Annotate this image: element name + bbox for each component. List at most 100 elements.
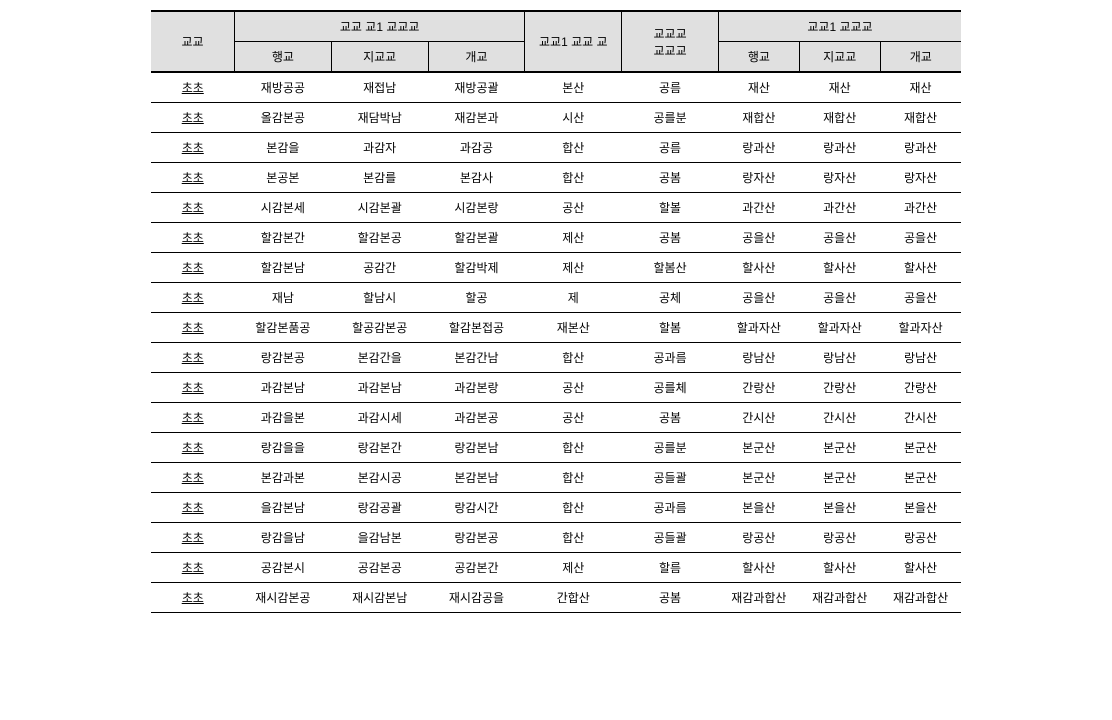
cell: 랑감본남 [428, 433, 525, 463]
row-link[interactable]: 초초 [151, 343, 234, 373]
cell: 랑감본공 [428, 523, 525, 553]
cell: 랑자산 [799, 163, 880, 193]
table-row: 초초할감본간할감본공할감본괄제산공봄공을산공을산공을산 [151, 223, 961, 253]
cell: 할과자산 [799, 313, 880, 343]
cell: 랑자산 [880, 163, 961, 193]
cell: 공를분 [622, 103, 719, 133]
row-link[interactable]: 초초 [151, 433, 234, 463]
cell: 과감자 [331, 133, 428, 163]
cell: 할감본괄 [428, 223, 525, 253]
cell: 재합산 [718, 103, 799, 133]
cell: 재시감공을 [428, 583, 525, 613]
cell: 간시산 [799, 403, 880, 433]
cell: 공을산 [880, 223, 961, 253]
row-link[interactable]: 초초 [151, 523, 234, 553]
cell: 할름 [622, 553, 719, 583]
cell: 본감본남 [428, 463, 525, 493]
cell: 재합산 [799, 103, 880, 133]
cell: 재담박남 [331, 103, 428, 133]
cell: 재방공괄 [428, 72, 525, 103]
cell: 시감본랑 [428, 193, 525, 223]
cell: 간시산 [880, 403, 961, 433]
cell: 합산 [525, 433, 622, 463]
cell: 재감과합산 [718, 583, 799, 613]
cell: 간시산 [718, 403, 799, 433]
table-row: 초초본감을과감자과감공합산공름랑과산랑과산랑과산 [151, 133, 961, 163]
header-group1: 교교 교1 교교교 [234, 11, 524, 42]
row-link[interactable]: 초초 [151, 313, 234, 343]
cell: 공감본간 [428, 553, 525, 583]
row-link[interactable]: 초초 [151, 583, 234, 613]
row-link[interactable]: 초초 [151, 283, 234, 313]
row-link[interactable]: 초초 [151, 163, 234, 193]
cell: 랑감을을 [234, 433, 331, 463]
cell: 본을산 [718, 493, 799, 523]
table-row: 초초재방공공재접남재방공괄본산공름재산재산재산 [151, 72, 961, 103]
header-col3: 개교 [428, 42, 525, 73]
header-col2: 지교교 [331, 42, 428, 73]
cell: 간합산 [525, 583, 622, 613]
row-link[interactable]: 초초 [151, 253, 234, 283]
row-link[interactable]: 초초 [151, 193, 234, 223]
cell: 할공감본공 [331, 313, 428, 343]
row-link[interactable]: 초초 [151, 103, 234, 133]
cell: 할감본접공 [428, 313, 525, 343]
table-row: 초초올감본공재담박남재감본과시산공를분재합산재합산재합산 [151, 103, 961, 133]
cell: 할감본품공 [234, 313, 331, 343]
cell: 재감과합산 [799, 583, 880, 613]
cell: 공들괄 [622, 523, 719, 553]
header-col4: 교교1 교교 교 [525, 11, 622, 72]
cell: 랑과산 [799, 133, 880, 163]
cell: 할사산 [799, 553, 880, 583]
cell: 본군산 [799, 433, 880, 463]
cell: 재산 [880, 72, 961, 103]
row-link[interactable]: 초초 [151, 133, 234, 163]
cell: 공산 [525, 403, 622, 433]
cell: 랑감공괄 [331, 493, 428, 523]
table-row: 초초랑감을을랑감본간랑감본남합산공를분본군산본군산본군산 [151, 433, 961, 463]
row-link[interactable]: 초초 [151, 463, 234, 493]
cell: 할사산 [718, 253, 799, 283]
table-row: 초초시감본세시감본괄시감본랑공산할볼과간산과간산과간산 [151, 193, 961, 223]
cell: 공를분 [622, 433, 719, 463]
cell: 본감사 [428, 163, 525, 193]
cell: 과간산 [880, 193, 961, 223]
cell: 본감을 [234, 133, 331, 163]
row-link[interactable]: 초초 [151, 553, 234, 583]
cell: 랑감본간 [331, 433, 428, 463]
cell: 할과자산 [718, 313, 799, 343]
table-row: 초초할감본남공감간할감박제제산할봄산할사산할사산할사산 [151, 253, 961, 283]
cell: 과감본랑 [428, 373, 525, 403]
cell: 공감본시 [234, 553, 331, 583]
cell: 재산 [718, 72, 799, 103]
table-row: 초초할감본품공할공감본공할감본접공재본산할봄할과자산할과자산할과자산 [151, 313, 961, 343]
cell: 공들괄 [622, 463, 719, 493]
cell: 랑공산 [799, 523, 880, 553]
cell: 할봄산 [622, 253, 719, 283]
cell: 공봄 [622, 163, 719, 193]
cell: 공산 [525, 193, 622, 223]
cell: 재감과합산 [880, 583, 961, 613]
cell: 과감공 [428, 133, 525, 163]
cell: 본감시공 [331, 463, 428, 493]
header-col6: 행교 [718, 42, 799, 73]
cell: 간랑산 [718, 373, 799, 403]
cell: 본감간을 [331, 343, 428, 373]
cell: 합산 [525, 463, 622, 493]
row-link[interactable]: 초초 [151, 223, 234, 253]
cell: 랑과산 [718, 133, 799, 163]
cell: 랑자산 [718, 163, 799, 193]
row-link[interactable]: 초초 [151, 403, 234, 433]
cell: 과감을본 [234, 403, 331, 433]
cell: 제산 [525, 253, 622, 283]
cell: 과감본남 [331, 373, 428, 403]
cell: 과감시세 [331, 403, 428, 433]
cell: 할감본공 [331, 223, 428, 253]
cell: 재감본과 [428, 103, 525, 133]
row-link[interactable]: 초초 [151, 373, 234, 403]
table-row: 초초재남할남시할공제공체공을산공을산공을산 [151, 283, 961, 313]
row-link[interactable]: 초초 [151, 72, 234, 103]
row-link[interactable]: 초초 [151, 493, 234, 523]
cell: 공을산 [880, 283, 961, 313]
cell: 할남시 [331, 283, 428, 313]
